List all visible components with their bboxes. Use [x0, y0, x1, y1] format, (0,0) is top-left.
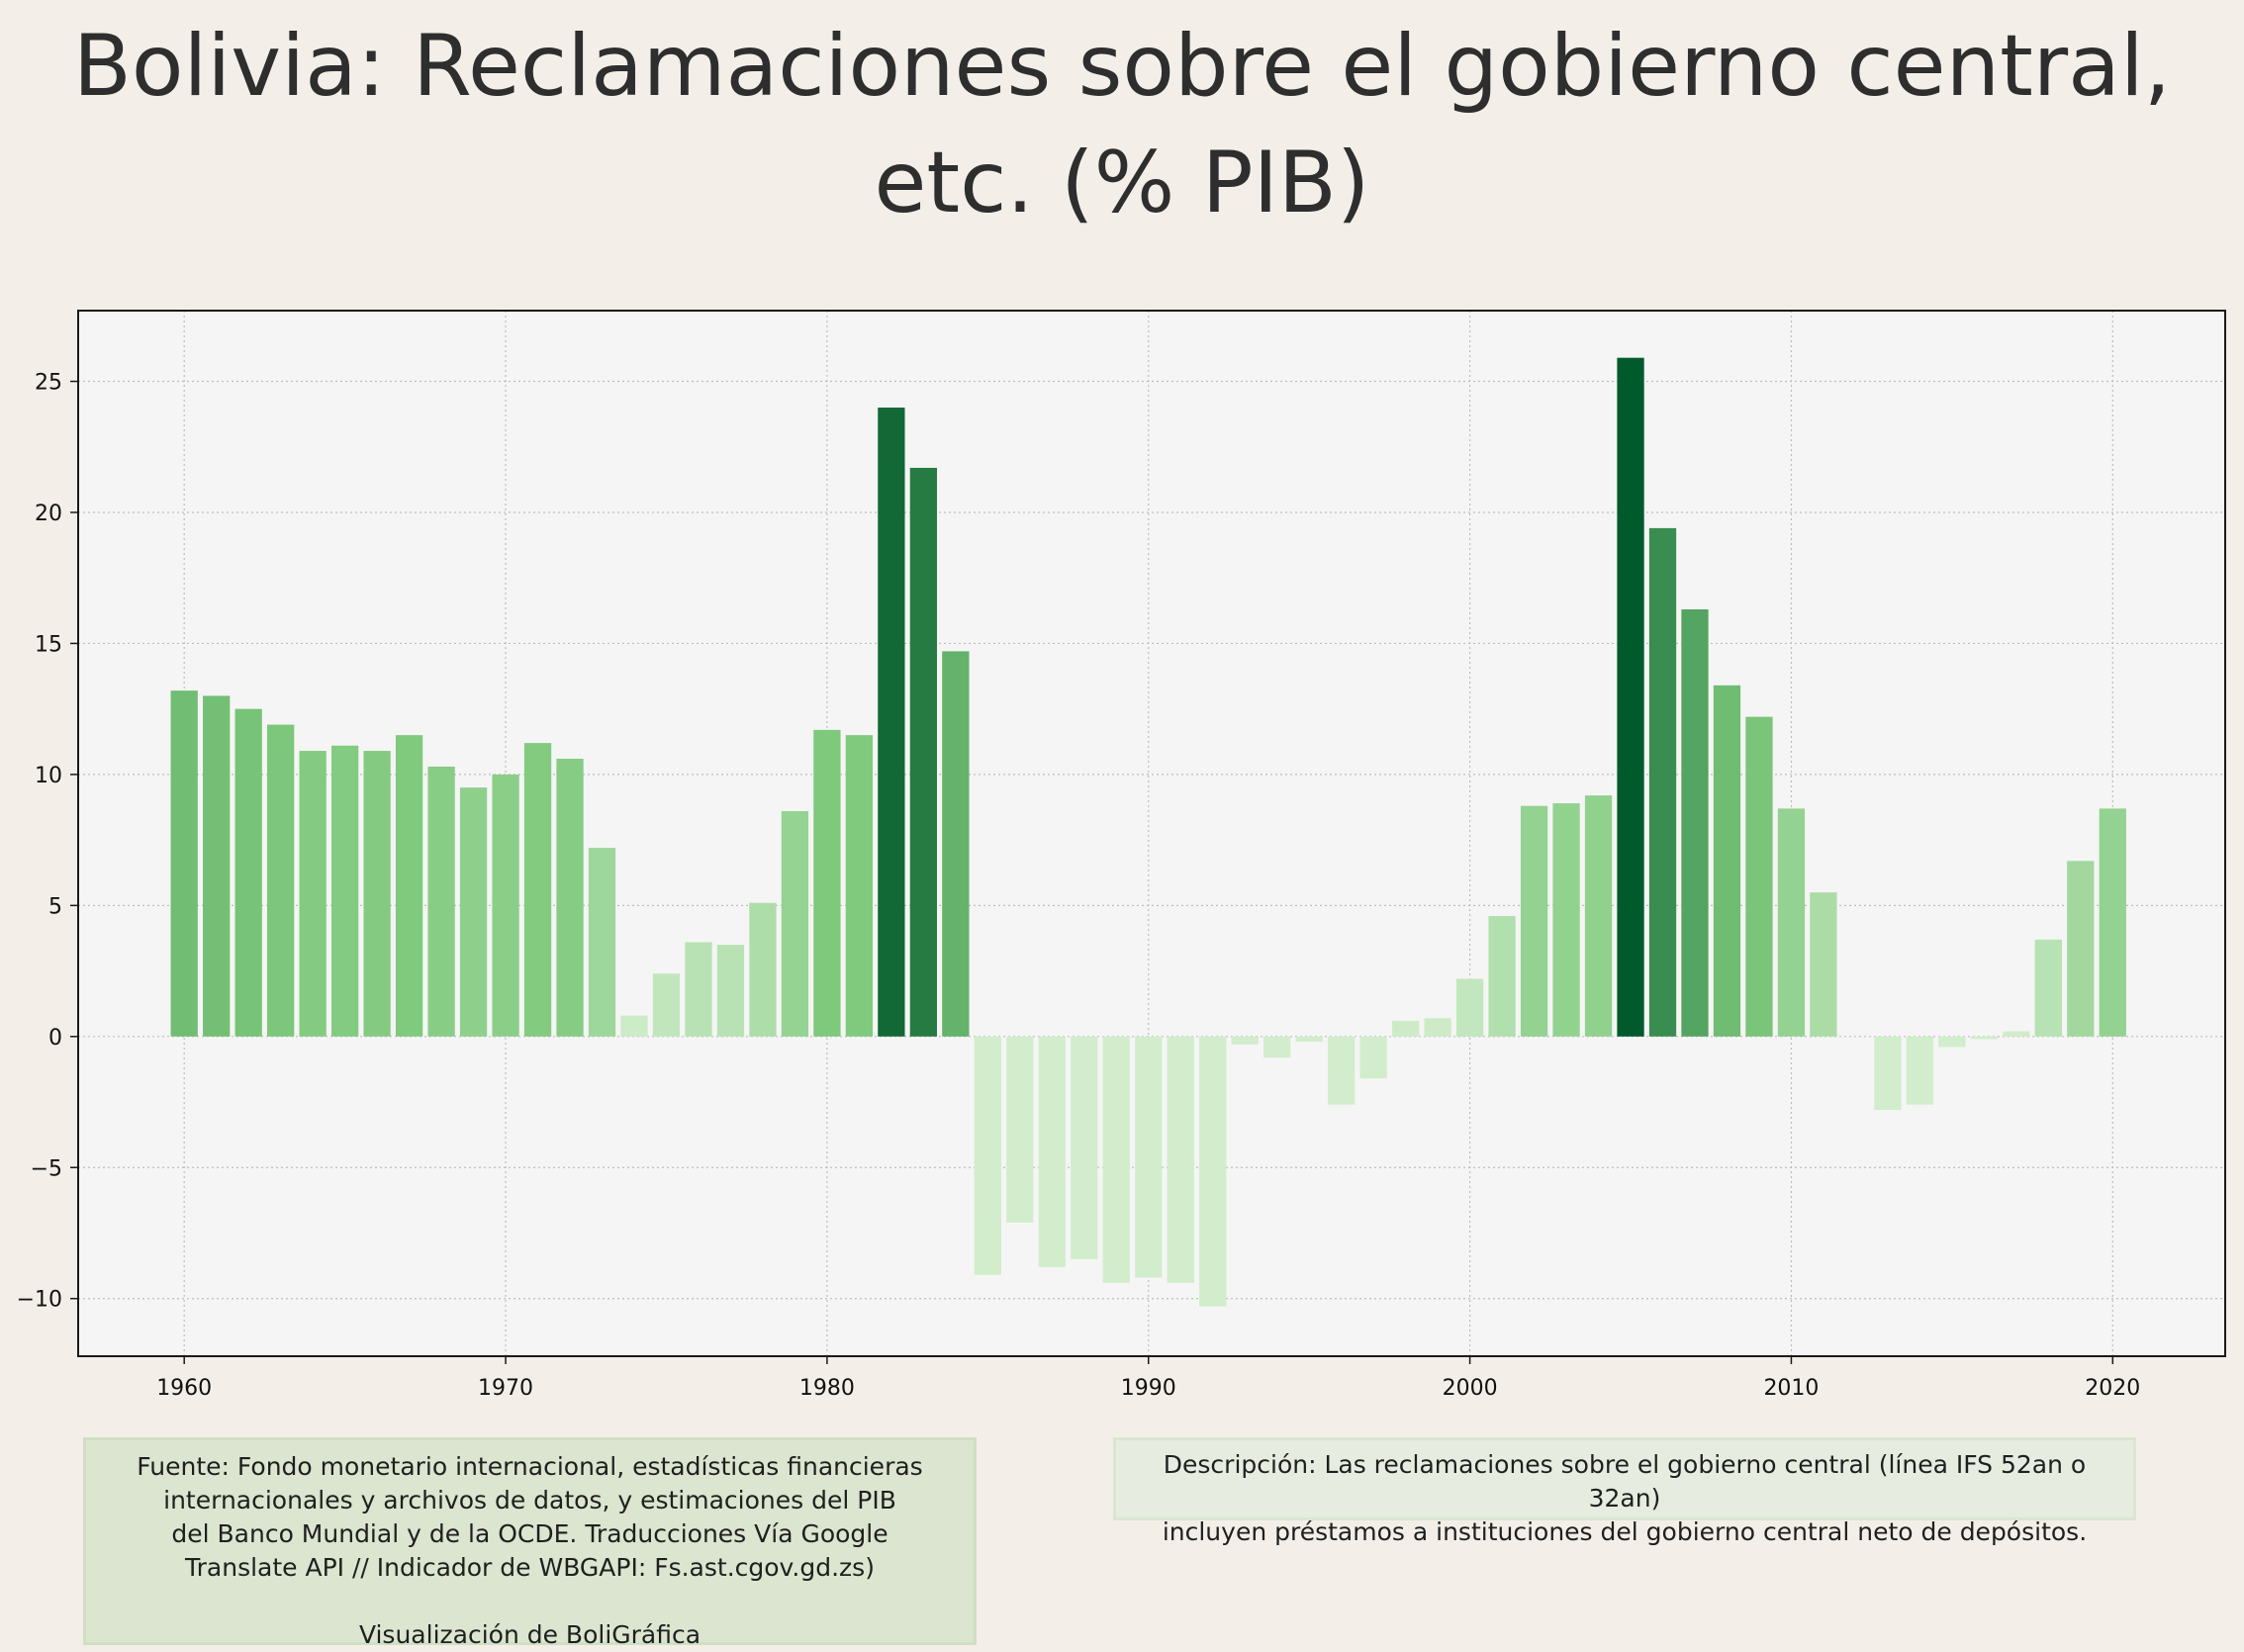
x-tick-label: 1960 [156, 1376, 212, 1401]
bar [942, 651, 970, 1037]
bar [974, 1036, 1001, 1275]
bar [2034, 939, 2062, 1037]
bar [1391, 1020, 1420, 1037]
bar [1359, 1036, 1387, 1079]
bar [749, 902, 777, 1037]
source-line-1: Fuente: Fondo monetario internacional, e… [137, 1452, 923, 1481]
bar [2067, 861, 2095, 1037]
x-tick-label: 1990 [1121, 1376, 1176, 1401]
bar [1745, 716, 1773, 1037]
bar [330, 745, 359, 1037]
bar [234, 708, 262, 1037]
bar [363, 751, 391, 1037]
bar [909, 467, 937, 1037]
source-line-2: internacionales y archivos de datos, y e… [163, 1486, 896, 1514]
chart-title: Bolivia: Reclamaciones sobre el gobierno… [0, 8, 2244, 241]
bar [556, 759, 584, 1037]
x-tick-label: 1970 [478, 1376, 533, 1401]
x-tick-label: 2020 [2085, 1376, 2140, 1401]
bar [459, 787, 488, 1037]
y-axis: 25 20 15 10 5 0 −5 −10 [17, 371, 78, 1313]
y-tick-label: 5 [48, 894, 62, 919]
y-tick-label: 0 [48, 1026, 62, 1051]
plot-frame [77, 310, 2226, 1357]
bar [1777, 808, 1806, 1037]
description-line-2: incluyen préstamos a instituciones del g… [1162, 1517, 2088, 1546]
y-tick-label: 15 [35, 632, 62, 657]
y-tick-label: 20 [35, 502, 62, 526]
bar [1455, 978, 1484, 1037]
bar [1617, 357, 1644, 1037]
bar [1681, 609, 1709, 1037]
bar [1231, 1036, 1259, 1045]
bar [1874, 1036, 1902, 1110]
bar [267, 724, 295, 1037]
bar [1071, 1036, 1098, 1259]
source-line-4: Translate API // Indicador de WBGAPI: Fs… [185, 1553, 875, 1582]
bar [1584, 795, 1613, 1037]
bar [845, 735, 874, 1037]
bar [1135, 1036, 1163, 1278]
bar [492, 774, 519, 1037]
bar [523, 743, 552, 1037]
bar [1520, 805, 1548, 1037]
description-line-1: Descripción: Las reclamaciones sobre el … [1163, 1450, 2087, 1513]
bar [1102, 1036, 1130, 1283]
bar [1938, 1036, 1966, 1048]
y-tick-label: −5 [31, 1156, 62, 1181]
bar [1488, 915, 1516, 1037]
bar [2099, 808, 2126, 1037]
bar [1424, 1018, 1451, 1037]
bar [1328, 1036, 1356, 1105]
title-line-1: Bolivia: Reclamaciones sobre el gobierno… [72, 17, 2172, 116]
description-note: Descripción: Las reclamaciones sobre el … [1113, 1437, 2136, 1546]
bar [1552, 803, 1580, 1037]
bar [588, 848, 616, 1037]
bar [1167, 1036, 1194, 1283]
bar [170, 690, 198, 1037]
bar [1906, 1036, 1934, 1105]
bar [2003, 1031, 2030, 1037]
bar [620, 1015, 648, 1037]
bar [1713, 685, 1741, 1037]
credit-text: Visualización de BoliGráfica [358, 1620, 701, 1649]
bar [685, 942, 712, 1037]
bar [878, 408, 905, 1037]
x-tick-label: 1980 [799, 1376, 855, 1401]
bar [395, 735, 423, 1037]
bar [427, 766, 455, 1037]
bar [716, 945, 745, 1037]
bar [203, 695, 231, 1037]
x-axis: 1960 1970 1980 1990 2000 2010 2020 [156, 1356, 2140, 1401]
x-tick-label: 2000 [1443, 1376, 1498, 1401]
bar [1199, 1036, 1227, 1307]
y-tick-label: 25 [35, 371, 62, 396]
source-line-3: del Banco Mundial y de la OCDE. Traducci… [171, 1519, 888, 1548]
bar [781, 810, 809, 1037]
bar [652, 973, 681, 1037]
bar [1263, 1036, 1291, 1057]
bar [1295, 1036, 1323, 1043]
bar [813, 729, 841, 1037]
bar [1648, 527, 1677, 1037]
y-tick-label: −10 [17, 1288, 62, 1313]
bar-chart: 1960 1970 1980 1990 2000 2010 2020 25 20 15 10 5 0 −… [17, 310, 2226, 1401]
bar-series [170, 357, 2126, 1307]
bar [1006, 1036, 1034, 1223]
bar [1970, 1036, 1999, 1040]
y-tick-label: 10 [35, 764, 62, 788]
x-tick-label: 2010 [1763, 1376, 1819, 1401]
bar [1810, 892, 1837, 1037]
bar [299, 751, 327, 1037]
source-note: Fuente: Fondo monetario internacional, e… [83, 1437, 977, 1649]
title-line-2: etc. (% PIB) [874, 134, 1370, 232]
bar [1038, 1036, 1066, 1267]
